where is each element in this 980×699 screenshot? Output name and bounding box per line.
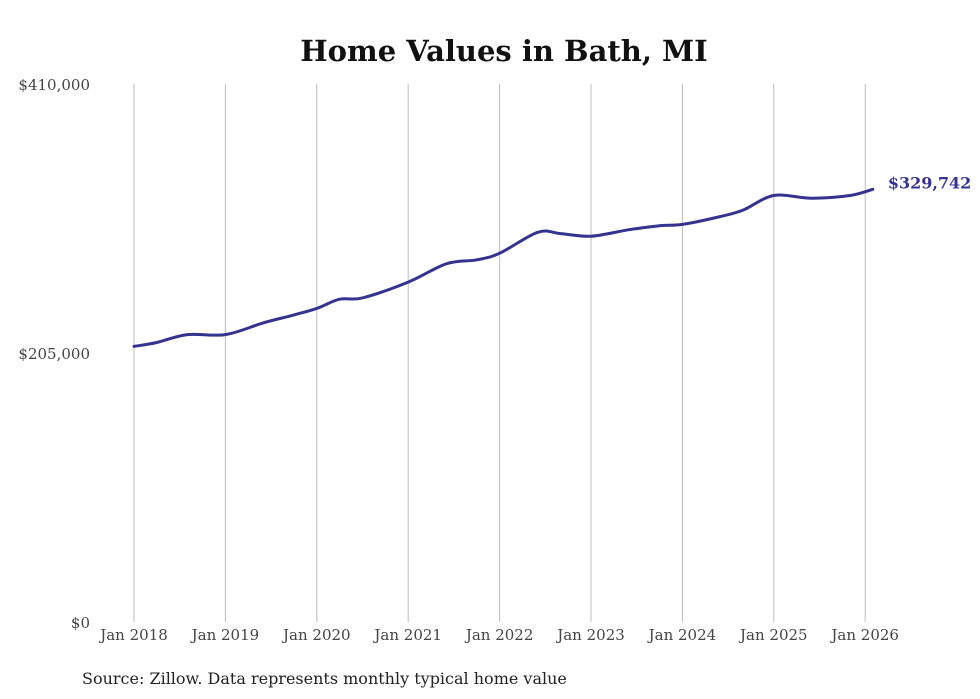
x-tick-label: Jan 2020 xyxy=(281,626,351,644)
x-tick-label: Jan 2025 xyxy=(738,626,808,644)
x-tick-label: Jan 2024 xyxy=(647,626,717,644)
home-value-line xyxy=(132,187,875,348)
y-tick-label: $410,000 xyxy=(18,76,90,94)
x-tick-label: Jan 2022 xyxy=(464,626,534,644)
x-tick-label: Jan 2026 xyxy=(829,626,899,644)
y-tick-label: $0 xyxy=(71,614,90,632)
source-note: Source: Zillow. Data represents monthly … xyxy=(82,669,567,688)
y-axis: $0 $205,000 $410,000 xyxy=(18,76,90,632)
chart-title: Home Values in Bath, MI xyxy=(300,34,707,68)
grid-layer xyxy=(133,84,866,622)
y-tick-label: $205,000 xyxy=(18,345,90,363)
x-tick-label: Jan 2021 xyxy=(372,626,442,644)
x-tick-label: Jan 2018 xyxy=(98,626,168,644)
x-tick-label: Jan 2023 xyxy=(555,626,625,644)
end-value-label: $329,742 xyxy=(888,173,972,192)
series-layer: $329,742 xyxy=(132,173,972,348)
x-tick-label: Jan 2019 xyxy=(190,626,260,644)
x-axis: Jan 2018 Jan 2019 Jan 2020 Jan 2021 Jan 2022… xyxy=(98,626,899,644)
